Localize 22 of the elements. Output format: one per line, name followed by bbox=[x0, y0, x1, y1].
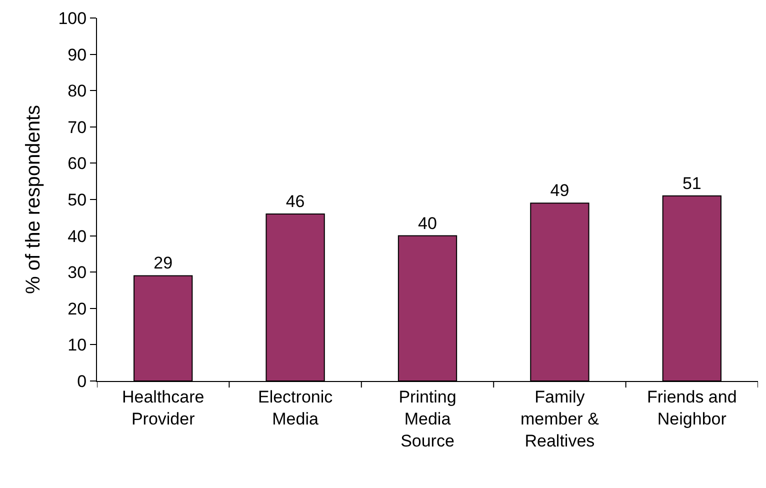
x-tick-label: Printing Media Source bbox=[398, 387, 456, 451]
y-tick-label: 80 bbox=[68, 82, 87, 101]
x-tick-label: Healthcare Provider bbox=[122, 387, 204, 428]
x-tick-label: Electronic Media bbox=[258, 387, 334, 428]
data-label: 29 bbox=[154, 254, 173, 273]
y-tick-label: 90 bbox=[68, 45, 87, 64]
data-label: 49 bbox=[550, 181, 570, 200]
data-label: 51 bbox=[682, 174, 702, 193]
y-tick-label: 10 bbox=[68, 336, 87, 355]
y-axis-title: % of the respondents bbox=[22, 104, 45, 294]
y-tick-label: 40 bbox=[68, 226, 87, 246]
y-tick-label: 20 bbox=[68, 299, 87, 318]
y-tick-label: 30 bbox=[68, 263, 87, 282]
data-label: 46 bbox=[286, 192, 305, 212]
y-tick-label: 60 bbox=[68, 154, 87, 174]
y-tick-label: 70 bbox=[68, 118, 87, 137]
y-tick-label: 100 bbox=[58, 8, 87, 28]
y-tick-label: 0 bbox=[77, 372, 87, 391]
x-tick-label: Family member & Realtives bbox=[520, 387, 600, 451]
x-tick-label: Friends and Neighbor bbox=[647, 387, 737, 428]
y-tick-label: 50 bbox=[68, 190, 87, 210]
data-label: 40 bbox=[418, 214, 437, 233]
